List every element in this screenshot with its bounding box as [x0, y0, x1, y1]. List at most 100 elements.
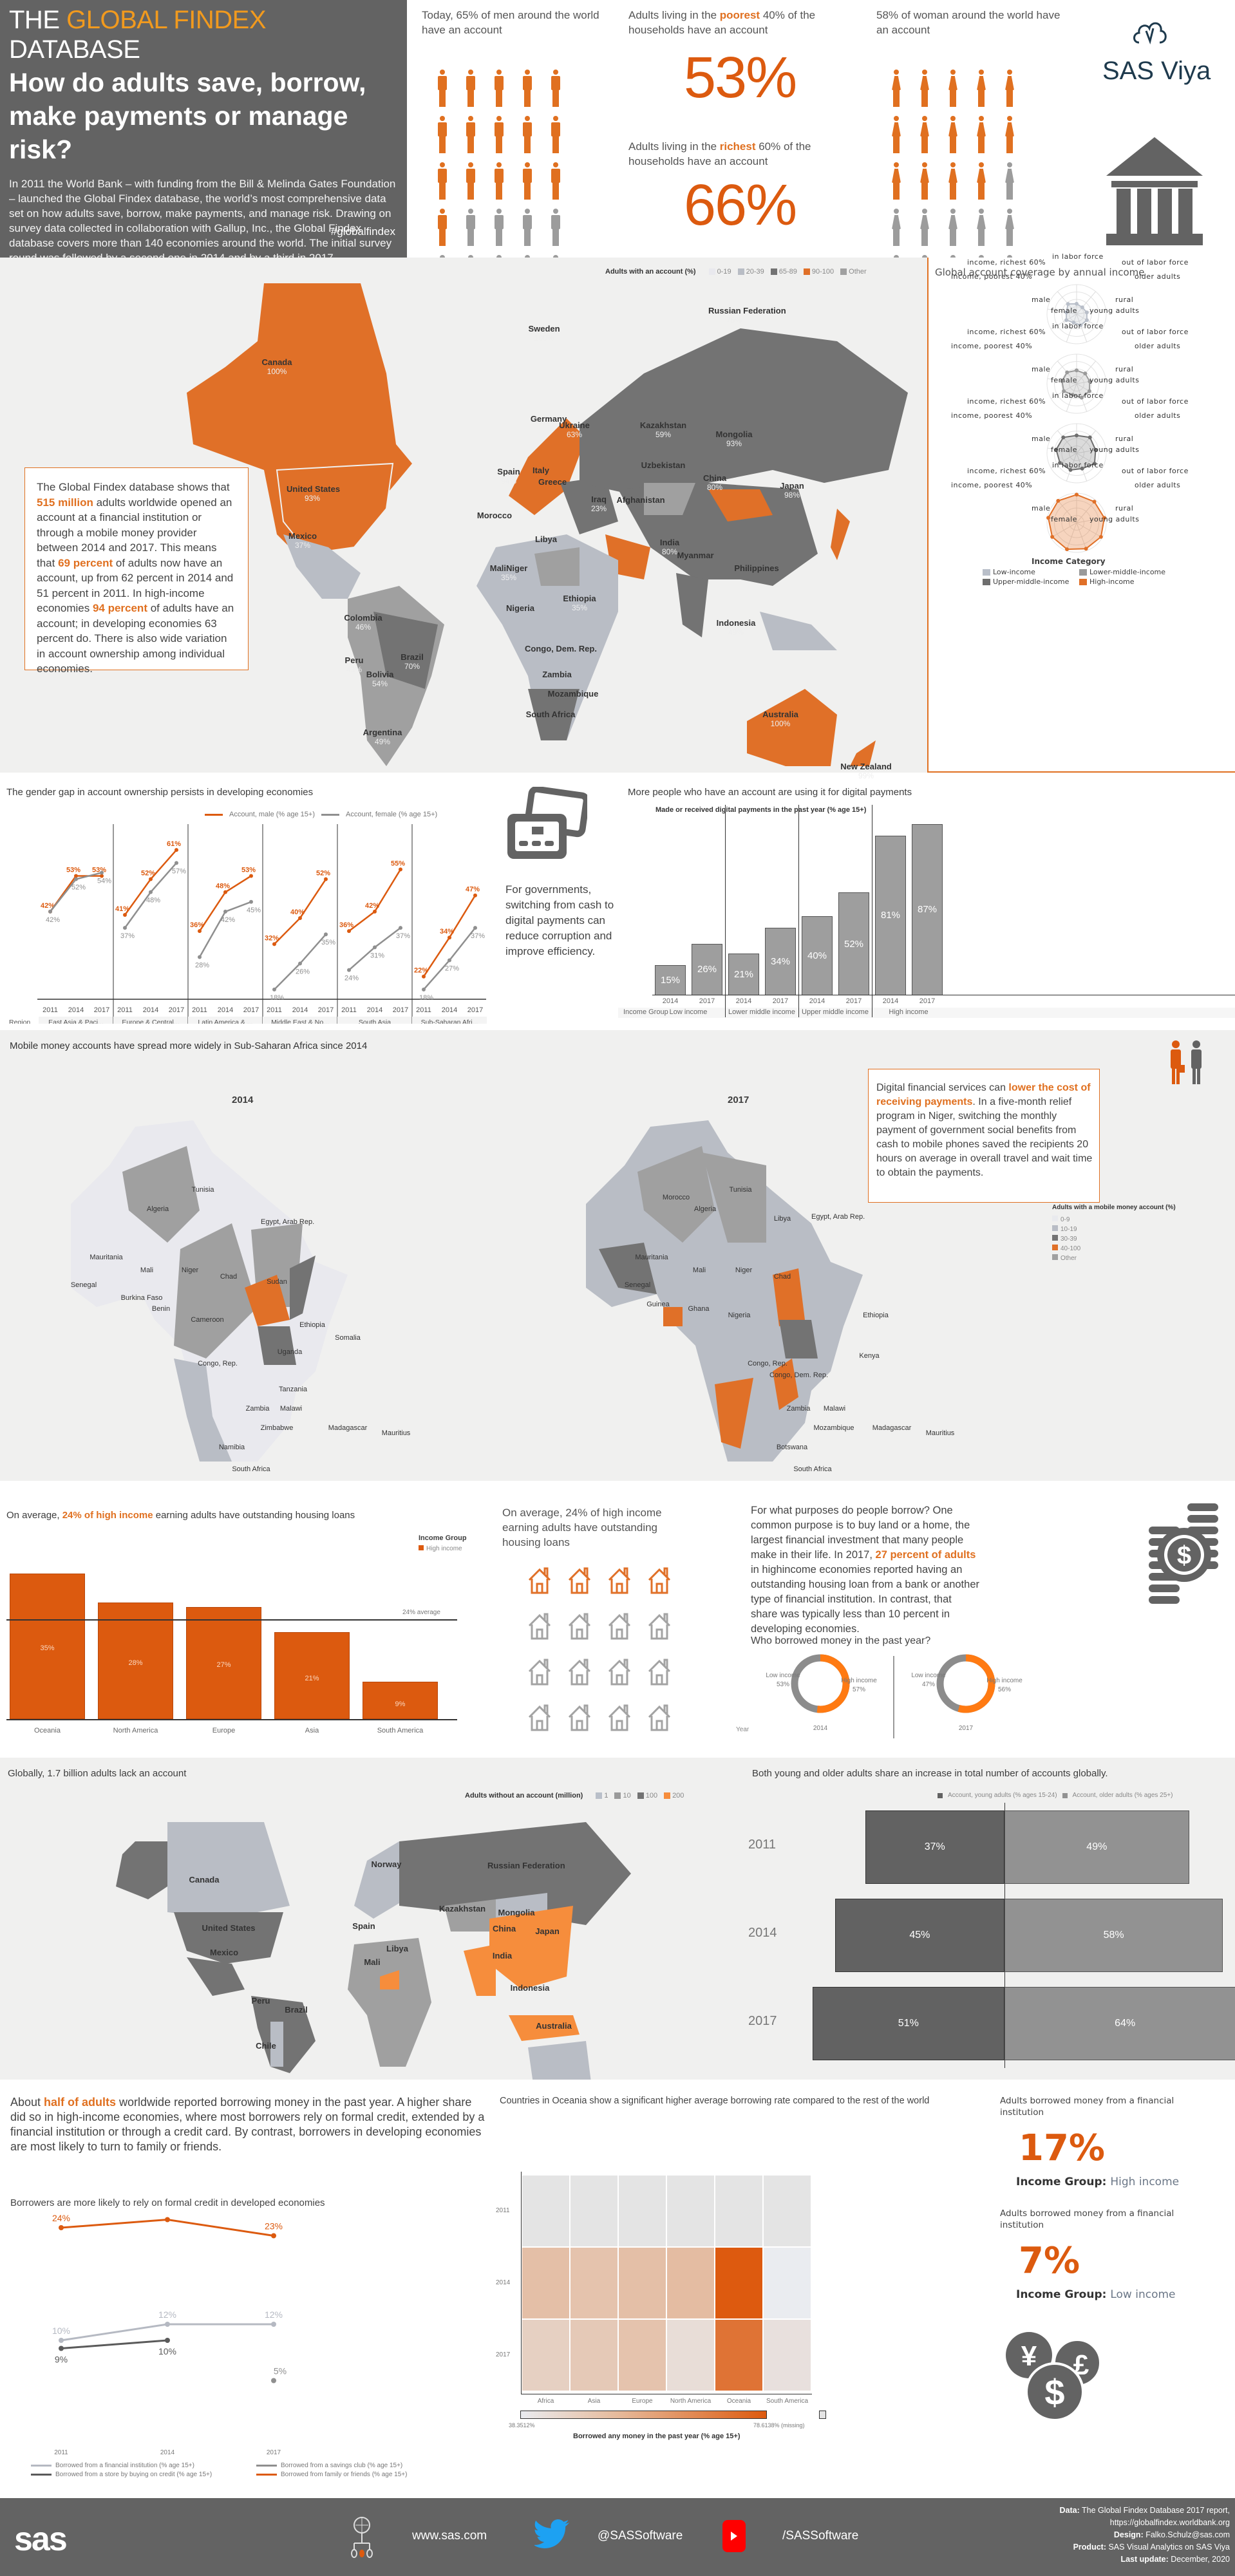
- website-link[interactable]: www.sas.com: [412, 2529, 487, 2543]
- young-bar: 51%: [812, 1987, 1004, 2060]
- region-axis-label: North America: [113, 1727, 158, 1735]
- heatmap-x-label: Asia: [587, 2398, 601, 2405]
- svg-text:East Asia & Paci...: East Asia & Paci...: [48, 1019, 104, 1024]
- man-icon: [493, 209, 505, 246]
- heatmap-cell: [522, 2319, 570, 2391]
- housing-bar: 27%: [186, 1606, 261, 1719]
- colorbar: [520, 2411, 767, 2419]
- hashtag: #globalfindex: [330, 225, 395, 238]
- currency-coins-icon: ¥ £ $: [1000, 2324, 1109, 2424]
- radar-axis-label: male: [1032, 365, 1051, 373]
- heatmap-cell: [666, 2175, 715, 2247]
- map-country-label: Congo, Dem. Rep.: [525, 644, 597, 653]
- digital-bar: 21%: [728, 953, 759, 995]
- africa-2014-label: Tunisia: [191, 1186, 214, 1194]
- world-map-unbanked: [116, 1822, 631, 2080]
- woman-icon: [1003, 116, 1016, 153]
- radar-legend: Low-income Lower-middle-income Upper-middl…: [983, 568, 1176, 586]
- africa-2014-label: Egypt, Arab Rep.: [261, 1218, 315, 1226]
- map-country-label: Norway: [371, 1859, 402, 1869]
- radar-axis-label: female: [1051, 446, 1077, 454]
- man-icon: [521, 70, 534, 107]
- year-2014: 2014: [232, 1095, 254, 1105]
- svg-text:2017: 2017: [318, 1006, 334, 1014]
- svg-text:48%: 48%: [146, 897, 160, 905]
- map-country-label: South Africa: [525, 710, 576, 719]
- svg-text:High income: High income: [986, 1677, 1023, 1684]
- mobile-legend: 0-9 10-19 30-39 40-100 Other: [1052, 1215, 1080, 1263]
- map-country-label: Indonesia 49%: [716, 618, 756, 637]
- africa-2014-label: Mauritania: [90, 1254, 123, 1261]
- svg-text:37%: 37%: [471, 932, 485, 940]
- heatmap-cell: [715, 2319, 763, 2391]
- africa-2017-label: Chad: [773, 1273, 791, 1281]
- svg-text:2011: 2011: [117, 1006, 133, 1014]
- svg-text:2014: 2014: [292, 1006, 308, 1014]
- woman-icon: [890, 116, 903, 153]
- map-country-label: Japan 98%: [780, 481, 804, 500]
- formal-legend-item: Borrowed from a savings club (% age 15+): [256, 2462, 482, 2469]
- africa-callout: Digital financial services can lower the…: [868, 1069, 1100, 1203]
- intro-text: In 2011 the World Bank – with funding fr…: [9, 178, 396, 264]
- twitter-link[interactable]: @SASSoftware: [598, 2529, 683, 2543]
- older-bar: 64%: [1004, 1987, 1235, 2060]
- legend-item: 100: [637, 1792, 657, 1800]
- woman-icon: [918, 116, 931, 153]
- map-country-label: Peru 43%: [344, 655, 364, 674]
- house-pictogram: [527, 1566, 686, 1735]
- house-icon: [527, 1566, 567, 1598]
- svg-text:18%: 18%: [419, 994, 433, 1002]
- svg-text:Region: Region: [9, 1019, 30, 1024]
- radar-axis-label: income, poorest 40%: [951, 481, 1033, 489]
- unbanked-legend: Adults without an account (million) 1 10 10…: [465, 1792, 684, 1800]
- youtube-link[interactable]: /SASSoftware: [782, 2529, 859, 2543]
- radar-axis-label: in labor force: [1052, 252, 1104, 261]
- radar-legend-item: High-income: [1079, 578, 1176, 586]
- house-icon: [607, 1657, 646, 1689]
- africa-2014-label: Somalia: [335, 1334, 361, 1342]
- map-country-label: Mongolia: [498, 1908, 535, 1917]
- svg-text:52%: 52%: [141, 870, 155, 878]
- radar-chart-2: [1046, 423, 1107, 484]
- formal-legend-item: Borrowed from a financial institution (%…: [31, 2462, 256, 2469]
- svg-text:56%: 56%: [998, 1686, 1011, 1693]
- map-country-label: Mozambique: [547, 689, 599, 699]
- svg-text:36%: 36%: [190, 921, 204, 929]
- map-country-label: Australia: [536, 2021, 572, 2031]
- africa-2014-label: Niger: [181, 1266, 199, 1274]
- kpi-label: Adults borrowed money from a financial i…: [1000, 2208, 1174, 2230]
- heatmap-cell: [618, 2319, 666, 2391]
- kpi-income-group: Income Group: High income: [1016, 2176, 1180, 2188]
- africa-2014-label: Burkina Faso: [120, 1294, 163, 1302]
- woman-icon: [947, 209, 959, 246]
- svg-text:10%: 10%: [158, 2346, 176, 2356]
- average-line: [6, 1619, 457, 1621]
- africa-2014-label: Zambia: [245, 1405, 270, 1413]
- man-icon: [436, 162, 449, 200]
- legend-item: 200: [664, 1792, 684, 1800]
- map-country-label: Afghanistan: [616, 495, 665, 505]
- africa-2014-label: Zimbabwe: [260, 1424, 294, 1432]
- svg-text:2011: 2011: [42, 1006, 58, 1014]
- woman-icon: [918, 70, 931, 107]
- woman-icon: [947, 70, 959, 107]
- page-question: How do adults save, borrow, make payment…: [9, 68, 366, 164]
- heatmap-x-label: South America: [766, 2398, 809, 2405]
- sas-logo: sas: [14, 2521, 68, 2558]
- kpi-label: Adults borrowed money from a financial i…: [1000, 2096, 1174, 2118]
- digital-gov-text: For governments, switching from cash to …: [505, 883, 614, 957]
- richest-pct: 66%: [684, 173, 797, 238]
- radar-panel: Global account coverage by annual income…: [927, 252, 1235, 773]
- svg-text:55%: 55%: [391, 860, 405, 867]
- africa-2017-label: Botswana: [776, 1443, 808, 1451]
- map-country-label: New Zealand 99%: [840, 762, 892, 780]
- svg-text:Europe & Central...: Europe & Central...: [122, 1019, 179, 1024]
- man-icon: [464, 116, 477, 153]
- gender-title: The gender gap in account ownership pers…: [6, 787, 314, 798]
- svg-text:2011: 2011: [267, 1006, 282, 1014]
- map-country-label: Germany: [530, 414, 567, 424]
- map-country-label: Ethiopia 35%: [563, 594, 596, 612]
- africa-2014-label: Cameroon: [191, 1316, 224, 1324]
- svg-text:12%: 12%: [265, 2309, 283, 2320]
